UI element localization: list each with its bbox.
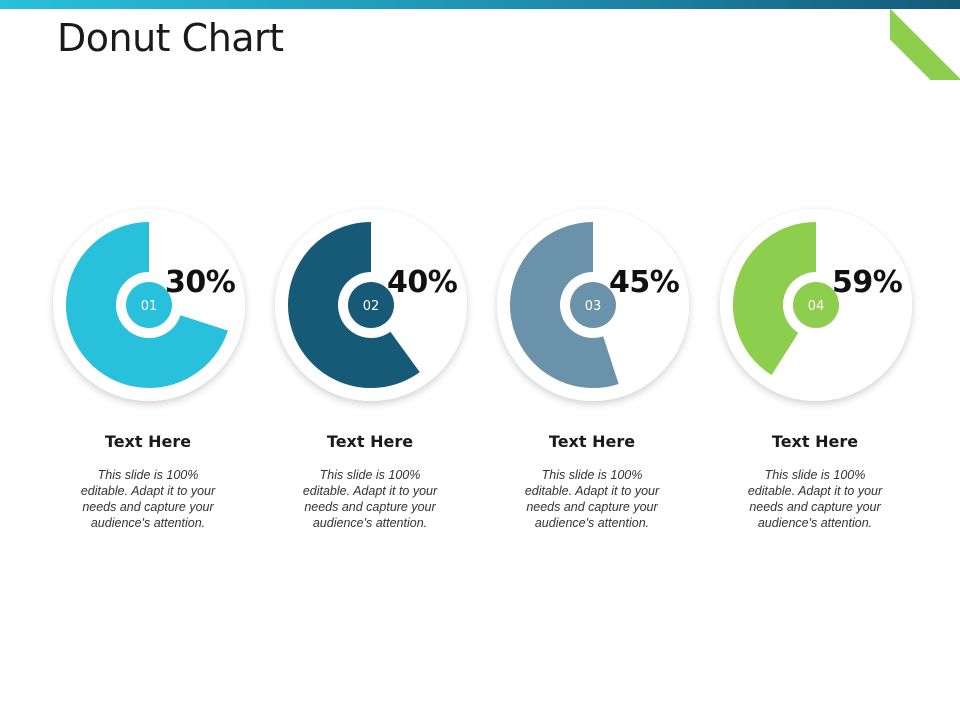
item-description: This slide is 100% editable. Adapt it to… <box>80 468 216 530</box>
top-accent-bar <box>0 0 960 9</box>
number-badge <box>570 282 616 328</box>
number-badge-label: 03 <box>585 299 602 314</box>
donut-03: 03 <box>497 209 689 401</box>
donut-04: 04 <box>720 209 912 401</box>
item-description: This slide is 100% editable. Adapt it to… <box>302 468 438 530</box>
number-badge-label: 02 <box>363 299 380 314</box>
donut-segment <box>733 222 818 376</box>
item-heading: Text Here <box>326 432 414 451</box>
percentage-label: 40% <box>387 265 458 300</box>
percentage-label: 45% <box>609 265 680 300</box>
item-heading: Text Here <box>548 432 636 451</box>
item-heading: Text Here <box>104 432 192 451</box>
item-description: This slide is 100% editable. Adapt it to… <box>747 468 883 530</box>
donut-02: 02 <box>275 209 467 401</box>
donut-segment <box>288 222 420 388</box>
page-title: Donut Chart <box>57 16 284 60</box>
percentage-label: 30% <box>165 265 236 300</box>
number-badge-label: 04 <box>808 299 825 314</box>
donut-01: 01 <box>53 209 245 401</box>
number-badge <box>126 282 172 328</box>
donut-segment <box>66 222 228 388</box>
item-heading: Text Here <box>771 432 859 451</box>
item-description: This slide is 100% editable. Adapt it to… <box>524 468 660 530</box>
donut-segment <box>510 222 619 388</box>
percentage-label: 59% <box>832 265 903 300</box>
number-badge-label: 01 <box>141 299 158 314</box>
number-badge <box>348 282 394 328</box>
number-badge <box>793 282 839 328</box>
